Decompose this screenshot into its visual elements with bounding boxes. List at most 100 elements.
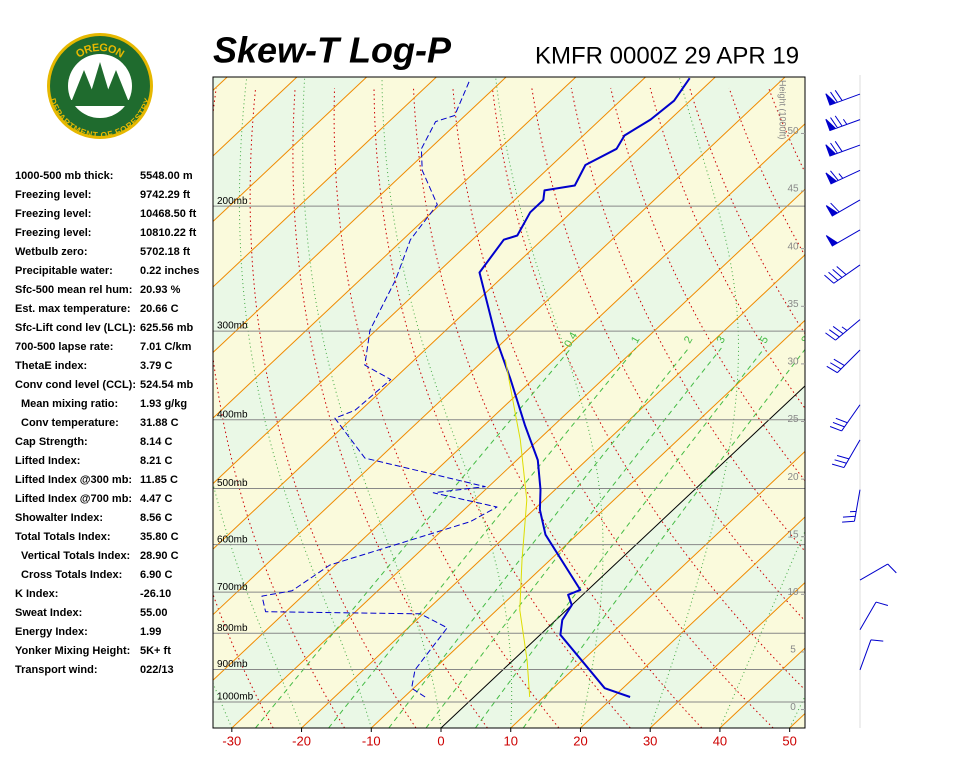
- isotherm: [213, 77, 646, 485]
- stat-label: Freezing level:: [15, 227, 91, 239]
- stat-label: Transport wind:: [15, 664, 98, 676]
- stat-label: Est. max temperature:: [15, 303, 131, 315]
- mixing-ratio-line: [474, 347, 765, 728]
- mixing-ratio-label: 5: [758, 334, 771, 345]
- logo-top-path: OREGON: [74, 42, 126, 61]
- mixing-ratio-line: [255, 347, 572, 728]
- axes: 200mb 300mb 400mb 500mb 600mb 700mb 800mb 900mb…: [217, 80, 805, 748]
- stat-value: 022/13: [140, 664, 174, 676]
- x-tick-label: 20: [573, 733, 587, 748]
- temperature-band: [213, 123, 805, 728]
- height-axis-label: Height (1000ft): [778, 80, 788, 140]
- pressure-label: 600mb: [217, 534, 248, 545]
- mixing-ratio-label: 2: [682, 334, 695, 345]
- height-tick-label: 35: [787, 299, 799, 310]
- temperature-band: [789, 713, 805, 728]
- dry-adiabat: [213, 592, 274, 728]
- stat-label: Sfc-Lift cond lev (LCL):: [15, 322, 136, 334]
- stat-label: Conv temperature:: [21, 417, 119, 429]
- profile-line: [478, 77, 691, 698]
- stat-label: K Index:: [15, 588, 58, 600]
- moist-adiabat: [238, 77, 372, 728]
- chart-subtitle: KMFR 0000Z 29 APR 19: [535, 42, 799, 69]
- x-tick-label: 40: [713, 733, 727, 748]
- stat-value: 11.85 C: [140, 474, 178, 486]
- mixing-ratio-label: 1: [629, 334, 642, 345]
- stat-value: 8.21 C: [140, 455, 172, 467]
- stat-value: 35.80 C: [140, 531, 179, 543]
- stat-value: 1.99: [140, 626, 161, 638]
- stat-label: Lifted Index @300 mb:: [15, 474, 132, 486]
- x-tick-label: 0: [437, 733, 444, 748]
- dry-adiabat: [649, 87, 805, 410]
- dry-adiabat: [452, 87, 774, 728]
- wind-barb: [825, 90, 861, 106]
- plot-frame: [212, 76, 806, 729]
- dry-adiabat: [249, 87, 417, 728]
- stat-value: 20.93 %: [140, 284, 181, 296]
- isotherm: [213, 77, 437, 288]
- pressure-label: 900mb: [217, 659, 248, 670]
- isotherm: [213, 77, 716, 550]
- x-tick-label: 50: [782, 733, 796, 748]
- logo-trees: [72, 62, 128, 102]
- height-tick-label: 10: [787, 587, 799, 598]
- dry-adiabat: [333, 87, 560, 728]
- stat-label: Lifted Index:: [15, 455, 80, 467]
- stat-value: 0.22 inches: [140, 265, 199, 277]
- stat-label: Sweat Index:: [15, 607, 82, 619]
- stat-label: Mean mixing ratio:: [21, 398, 118, 410]
- pressure-label: 1000mb: [217, 692, 254, 703]
- stat-label: Wetbulb zero:: [15, 246, 88, 258]
- wind-barbs: [824, 90, 897, 671]
- stat-label: Showalter Index:: [15, 512, 103, 524]
- stat-value: 5548.00 m: [140, 170, 193, 182]
- stat-label: Cross Totals Index:: [21, 569, 122, 581]
- wind-barb: [859, 639, 884, 671]
- stat-value: 28.90 C: [140, 550, 179, 562]
- pressure-label: 700mb: [217, 582, 248, 593]
- stat-value: 55.00: [140, 607, 168, 619]
- stat-value: 20.66 C: [140, 303, 179, 315]
- isotherm: [213, 77, 577, 419]
- dry-adiabat: [491, 87, 805, 691]
- isotherm: [213, 77, 786, 616]
- isotherm: [301, 254, 805, 728]
- stat-label: Conv cond level (CCL):: [15, 379, 136, 391]
- dry-adiabat: [848, 88, 960, 728]
- stat-value: 8.56 C: [140, 512, 172, 524]
- stats-table: 1000-500 mb thick: 5548.00 m Freezing leve…: [15, 170, 199, 676]
- stat-label: ThetaE index:: [15, 360, 87, 372]
- stat-label: Lifted Index @700 mb:: [15, 493, 132, 505]
- mixing-ratio-label: 8: [799, 334, 812, 345]
- stat-value: 1.93 g/kg: [140, 398, 187, 410]
- profile-line: [261, 80, 498, 698]
- x-tick-label: -30: [222, 733, 241, 748]
- mixing-ratio-line: [522, 348, 805, 728]
- x-tick-label: 10: [504, 733, 518, 748]
- x-tick-label: 30: [643, 733, 657, 748]
- isotherm: [510, 450, 805, 728]
- mixing-ratio-line: [425, 347, 722, 728]
- isotherm: [213, 77, 368, 223]
- logo: OREGON DEPARTMENT OF FORESTRY: [47, 33, 153, 140]
- stat-label: Vertical Totals Index:: [21, 550, 130, 562]
- height-tick-label: 0: [790, 702, 796, 713]
- stat-label: Sfc-500 mean rel hum:: [15, 284, 132, 296]
- wind-barb: [829, 404, 861, 432]
- height-tick-label: 5: [790, 645, 796, 656]
- wind-barb: [842, 489, 861, 523]
- stat-value: 6.90 C: [140, 569, 172, 581]
- stat-label: 1000-500 mb thick:: [15, 170, 113, 182]
- mixing-ratio-label: 3: [715, 334, 728, 345]
- stat-value: 524.54 mb: [140, 379, 193, 391]
- stat-label: Precipitable water:: [15, 265, 113, 277]
- moist-adiabat: [381, 77, 513, 728]
- stat-label: Total Totals Index:: [15, 531, 111, 543]
- stat-value: 625.56 mb: [140, 322, 193, 334]
- logo-ground: [70, 100, 130, 106]
- dry-adiabat: [292, 87, 488, 728]
- dry-adiabat: [373, 87, 631, 728]
- stat-value: 8.14 C: [140, 436, 172, 448]
- wind-barb: [825, 169, 861, 185]
